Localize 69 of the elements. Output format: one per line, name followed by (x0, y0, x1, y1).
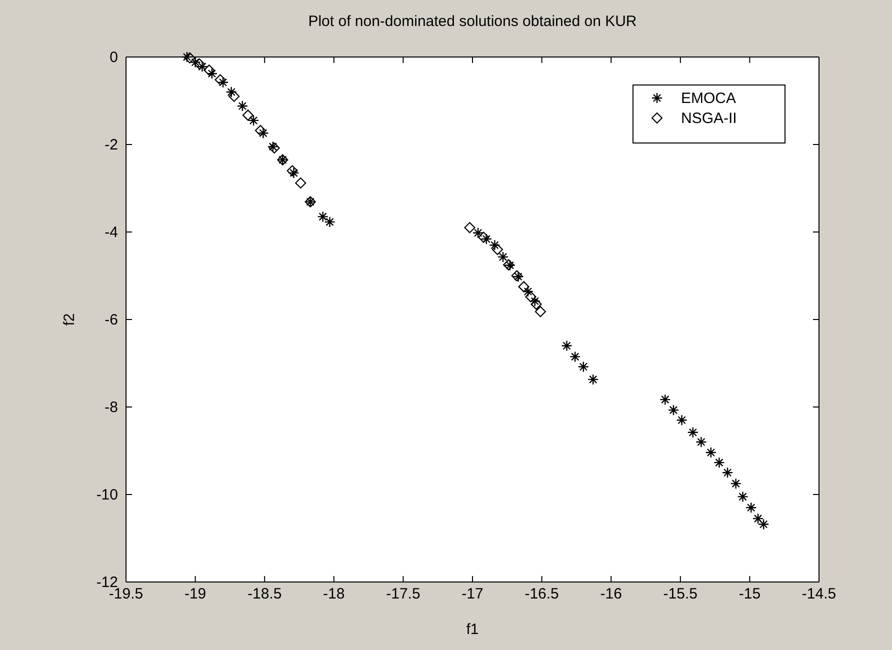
legend-label: NSGA-II (681, 110, 737, 127)
point (214, 74, 226, 86)
point (248, 114, 260, 126)
point (286, 165, 298, 176)
point (687, 426, 698, 438)
point (737, 491, 748, 502)
point (578, 361, 589, 372)
point (196, 61, 208, 72)
x-tick-label: -18.5 (248, 586, 282, 603)
point (492, 244, 503, 256)
point (242, 110, 254, 121)
point (228, 90, 240, 102)
point (317, 211, 328, 222)
point (660, 394, 671, 406)
y-tick-label: -10 (96, 486, 118, 504)
y-tick-label: 0 (110, 48, 118, 66)
point (705, 446, 716, 458)
point (668, 404, 680, 416)
point (204, 64, 215, 76)
point (525, 291, 536, 302)
point (529, 296, 540, 307)
y-tick-label: -4 (104, 224, 118, 241)
legend-label: EMOCA (681, 90, 736, 107)
x-tick-label: -15 (738, 586, 761, 603)
point (530, 298, 542, 310)
point (288, 167, 300, 179)
point (472, 227, 484, 238)
point (480, 233, 492, 245)
point (464, 222, 476, 234)
x-tick-label: -17 (462, 586, 484, 603)
x-tick-label: -17.5 (386, 586, 420, 603)
point (758, 518, 770, 530)
point (752, 512, 764, 524)
point (745, 502, 757, 514)
point (217, 76, 229, 88)
point (324, 216, 336, 228)
point (181, 51, 193, 63)
x-tick-label: -15.5 (663, 586, 698, 603)
x-axis-title: f1 (466, 621, 479, 638)
point (489, 240, 500, 251)
x-tick-label: -19 (184, 586, 206, 603)
point (569, 351, 581, 362)
point (258, 128, 269, 139)
y-axis-title: f2 (61, 313, 78, 326)
point (497, 251, 509, 263)
chart-title: Plot of non-dominated solutions obtained on KUR (308, 13, 637, 30)
point (587, 374, 599, 386)
point (714, 456, 725, 468)
y-tick-label: -8 (104, 398, 118, 416)
x-tick-label: -16.5 (524, 586, 559, 603)
point (236, 100, 248, 112)
point (676, 414, 688, 426)
point (722, 467, 734, 478)
point (518, 281, 530, 292)
point (534, 306, 546, 318)
point (561, 340, 572, 352)
point (295, 177, 306, 189)
point (696, 436, 707, 448)
point (226, 86, 237, 98)
y-tick-label: -2 (104, 136, 118, 154)
point (730, 478, 742, 490)
x-tick-label: -16 (600, 586, 622, 603)
point (522, 286, 534, 298)
point (254, 124, 266, 136)
point (206, 68, 218, 80)
point (190, 56, 201, 68)
x-tick-label: -14.5 (802, 586, 836, 603)
x-tick-label: -18 (323, 586, 345, 603)
y-tick-label: -6 (104, 311, 118, 328)
